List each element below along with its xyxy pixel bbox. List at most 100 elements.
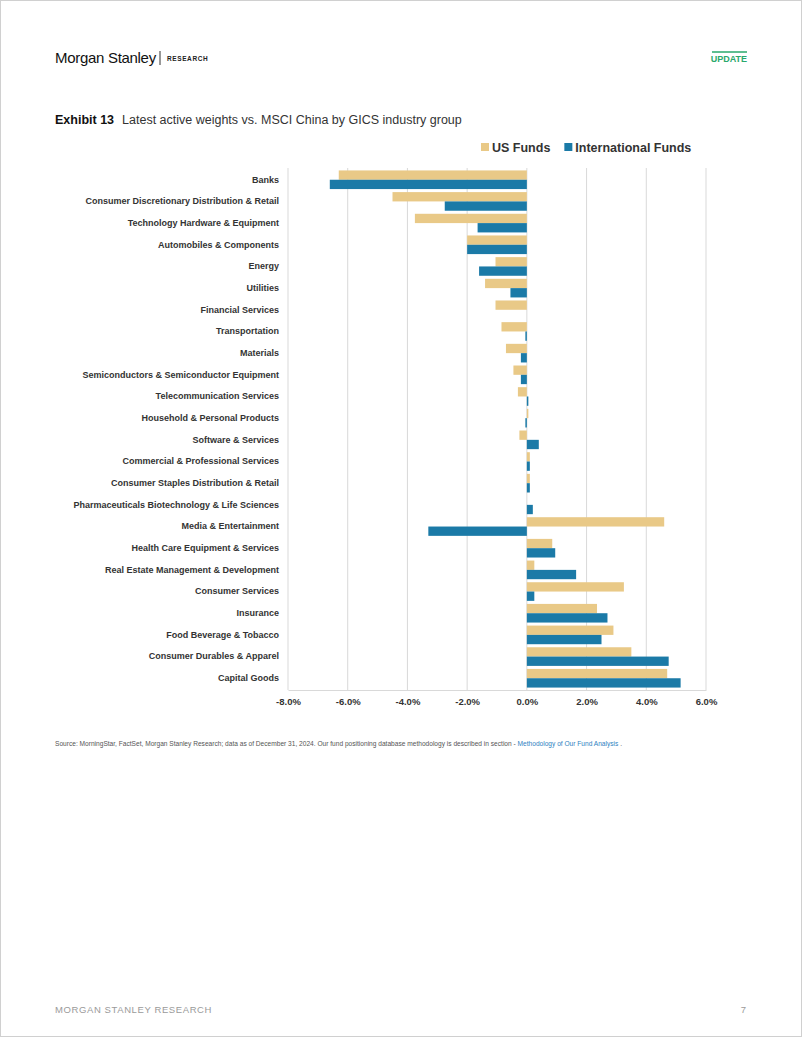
legend-swatch <box>481 143 489 151</box>
tick-label: -8.0% <box>276 696 301 707</box>
legend-label: International Funds <box>575 141 691 155</box>
bar <box>526 496 527 505</box>
bar <box>527 483 530 492</box>
tick: Capital Goods <box>218 673 279 683</box>
tick-label: 2.0% <box>576 696 598 707</box>
source-link: Methodology of Our Fund Analysis <box>518 740 619 748</box>
tick: -2.0% <box>455 690 480 707</box>
tick: Consumer Staples Distribution & Retail <box>111 478 279 488</box>
bar <box>485 279 527 288</box>
category-label: Media & Entertainment <box>181 521 279 531</box>
bar <box>527 561 534 570</box>
category-label: Consumer Services <box>195 586 279 596</box>
category-label: Consumer Durables & Apparel <box>149 651 279 661</box>
category-label: Banks <box>252 175 279 185</box>
page: Morgan Stanley RESEARCH UPDATE Exhibit 13 La… <box>0 0 802 1037</box>
footer: MORGAN STANLEY RESEARCH <box>55 1004 212 1015</box>
bar <box>527 539 552 548</box>
bar <box>527 657 669 666</box>
legend-item: International Funds <box>564 141 691 155</box>
category-label: Pharmaceuticals Biotechnology & Life Sci… <box>73 500 279 510</box>
y-axis: BanksConsumer Discretionary Distribution… <box>73 175 279 683</box>
bar <box>527 647 632 656</box>
category-label: Software & Services <box>192 435 279 445</box>
bar <box>510 288 526 297</box>
tick: Software & Services <box>192 435 279 445</box>
category-label: Automobiles & Components <box>158 240 279 250</box>
bar <box>518 387 527 396</box>
bar <box>527 517 664 526</box>
legend-swatch <box>564 143 572 151</box>
category-label: Utilities <box>246 283 279 293</box>
category-label: Materials <box>240 348 279 358</box>
tick: Materials <box>240 348 279 358</box>
legend-label: US Funds <box>492 141 550 155</box>
category-label: Capital Goods <box>218 673 279 683</box>
bar <box>521 353 527 362</box>
bar <box>527 626 614 635</box>
tick: Consumer Services <box>195 586 279 596</box>
legend-item: US Funds <box>481 141 550 155</box>
bar <box>527 462 530 471</box>
bar <box>393 192 527 201</box>
grid <box>288 168 706 690</box>
legend: US Funds International Funds <box>481 141 691 155</box>
bar <box>527 635 602 644</box>
category-label: Technology Hardware & Equipment <box>128 218 279 228</box>
tick: Semiconductors & Semiconductor Equipment <box>82 370 279 380</box>
bar <box>527 669 667 678</box>
tick: -4.0% <box>396 690 421 707</box>
tick-label: -6.0% <box>336 696 361 707</box>
category-label: Semiconductors & Semiconductor Equipment <box>82 370 279 380</box>
bar <box>506 344 527 353</box>
category-label: Real Estate Management & Development <box>105 565 279 575</box>
tick: Utilities <box>246 283 279 293</box>
bar <box>526 310 527 319</box>
tick: Health Care Equipment & Services <box>131 543 279 553</box>
tag-rule <box>712 51 747 53</box>
tick: -8.0% <box>276 690 301 707</box>
tick: 4.0% <box>636 690 658 707</box>
series <box>339 170 667 678</box>
bar <box>527 396 528 405</box>
tick-label: -2.0% <box>455 696 480 707</box>
chart-title-line: Exhibit 13 Latest active weights vs. MSCI… <box>55 113 462 127</box>
tick: -6.0% <box>336 690 361 707</box>
tick-label: 4.0% <box>636 696 658 707</box>
tick-label: 6.0% <box>696 696 718 707</box>
bar <box>428 527 527 536</box>
exhibit-label: Exhibit 13 <box>55 113 114 127</box>
tick-label: 0.0% <box>517 696 539 707</box>
page-number: 7 <box>741 1004 746 1015</box>
tick: Transportation <box>216 326 279 336</box>
bar <box>527 613 608 622</box>
tag: UPDATE <box>711 54 747 64</box>
bar <box>445 201 527 210</box>
category-label: Health Care Equipment & Services <box>131 543 279 553</box>
tick: Automobiles & Components <box>158 240 279 250</box>
bar <box>496 257 527 266</box>
category-label: Insurance <box>236 608 279 618</box>
grid-line <box>706 168 707 690</box>
tick: Commercial & Professional Services <box>122 456 279 466</box>
bar <box>339 170 527 179</box>
bar <box>330 180 527 189</box>
brand: Morgan Stanley <box>55 49 157 66</box>
tick: Household & Personal Products <box>141 413 279 423</box>
bar <box>527 582 624 591</box>
tick: 0.0% <box>517 690 539 707</box>
category-label: Transportation <box>216 326 279 336</box>
series <box>330 180 681 688</box>
chart-title: Latest active weights vs. MSCI China by … <box>122 113 462 127</box>
bar <box>513 365 526 374</box>
bar <box>496 300 527 309</box>
brand-section: RESEARCH <box>167 55 208 62</box>
tick: Food Beverage & Tobacco <box>166 630 279 640</box>
category-label: Food Beverage & Tobacco <box>166 630 279 640</box>
source-line: Source: MorningStar, FactSet, Morgan Sta… <box>55 740 622 748</box>
tick: Financial Services <box>200 305 279 315</box>
tick: Insurance <box>236 608 279 618</box>
bar <box>519 431 526 440</box>
bar <box>527 678 681 687</box>
bar <box>527 452 530 461</box>
